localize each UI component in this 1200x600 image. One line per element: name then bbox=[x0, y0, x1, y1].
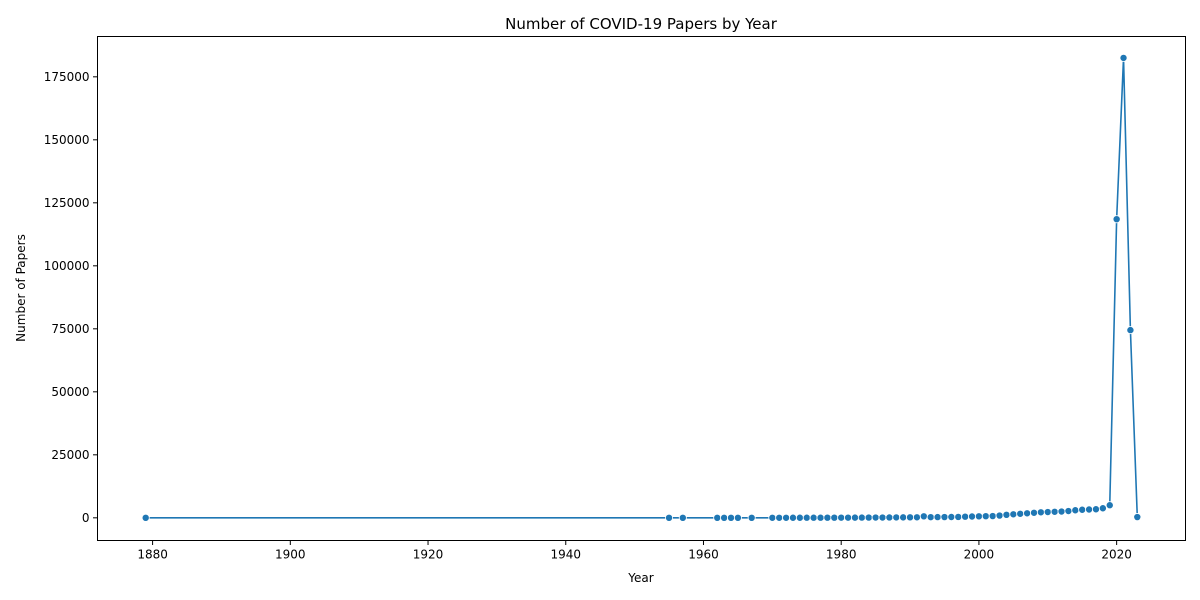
data-point bbox=[1036, 508, 1045, 517]
x-axis-label: Year bbox=[627, 571, 653, 585]
data-point bbox=[899, 513, 908, 522]
data-point bbox=[768, 513, 777, 522]
data-point bbox=[1057, 507, 1066, 516]
x-tick-label: 1900 bbox=[275, 548, 306, 562]
x-axis: 1880 1900 1920 1940 1960 1980 2000 2020 bbox=[137, 540, 1132, 562]
data-point bbox=[1016, 509, 1025, 518]
data-point bbox=[1098, 504, 1107, 513]
data-point bbox=[954, 512, 963, 521]
data-point bbox=[1105, 501, 1114, 510]
y-tick-label: 50000 bbox=[51, 385, 89, 399]
data-point bbox=[141, 513, 150, 522]
series-group bbox=[141, 53, 1142, 522]
x-tick-label: 1920 bbox=[413, 548, 444, 562]
plot-area bbox=[97, 36, 1186, 541]
data-point bbox=[1043, 508, 1052, 517]
axes-frame bbox=[97, 36, 1186, 541]
data-point bbox=[968, 512, 977, 521]
data-point bbox=[981, 512, 990, 521]
x-tick-label: 1880 bbox=[137, 548, 168, 562]
data-point bbox=[720, 513, 729, 522]
data-point bbox=[912, 513, 921, 522]
y-tick-label: 75000 bbox=[51, 322, 89, 336]
data-point bbox=[844, 513, 853, 522]
x-tick-label: 1980 bbox=[826, 548, 857, 562]
data-point bbox=[733, 513, 742, 522]
data-point bbox=[1071, 506, 1080, 515]
series-line bbox=[145, 57, 1139, 519]
data-point bbox=[885, 513, 894, 522]
data-point bbox=[871, 513, 880, 522]
data-point bbox=[878, 513, 887, 522]
data-point bbox=[727, 513, 736, 522]
data-point bbox=[1091, 505, 1100, 514]
data-point bbox=[837, 513, 846, 522]
data-point bbox=[974, 512, 983, 521]
data-point bbox=[678, 513, 687, 522]
data-point bbox=[802, 513, 811, 522]
data-point bbox=[809, 513, 818, 522]
data-point bbox=[1002, 510, 1011, 519]
x-tick-label: 1960 bbox=[688, 548, 719, 562]
data-point bbox=[926, 513, 935, 522]
data-point bbox=[1023, 509, 1032, 518]
data-point bbox=[940, 513, 949, 522]
data-point bbox=[665, 513, 674, 522]
data-point bbox=[864, 513, 873, 522]
data-point bbox=[1050, 507, 1059, 516]
y-tick-label: 150000 bbox=[44, 133, 90, 147]
data-point bbox=[933, 513, 942, 522]
data-point bbox=[906, 513, 915, 522]
data-point bbox=[1085, 505, 1094, 514]
y-axis-label: Number of Papers bbox=[14, 234, 28, 342]
data-point bbox=[988, 512, 997, 521]
data-point bbox=[795, 513, 804, 522]
y-tick-label: 125000 bbox=[44, 196, 90, 210]
data-point bbox=[995, 511, 1004, 520]
chart-title: Number of COVID-19 Papers by Year bbox=[505, 15, 778, 33]
data-point bbox=[919, 512, 928, 521]
data-point bbox=[823, 513, 832, 522]
data-point bbox=[1119, 53, 1128, 62]
data-point bbox=[788, 513, 797, 522]
data-point bbox=[1064, 507, 1073, 516]
y-tick-label: 25000 bbox=[51, 448, 89, 462]
data-point bbox=[830, 513, 839, 522]
data-point bbox=[961, 512, 970, 521]
data-point bbox=[892, 513, 901, 522]
data-point bbox=[747, 513, 756, 522]
x-tick-label: 2020 bbox=[1101, 548, 1132, 562]
data-point bbox=[850, 513, 859, 522]
data-point bbox=[857, 513, 866, 522]
data-point bbox=[713, 513, 722, 522]
data-point bbox=[1112, 215, 1121, 224]
data-point bbox=[1030, 508, 1039, 517]
y-tick-label: 0 bbox=[82, 511, 90, 525]
data-point bbox=[947, 513, 956, 522]
data-point bbox=[1009, 510, 1018, 519]
y-axis: 0 25000 50000 75000 100000 125000 150000 175000 bbox=[44, 70, 98, 525]
x-tick-label: 1940 bbox=[550, 548, 581, 562]
data-point bbox=[1078, 505, 1087, 514]
data-point bbox=[1133, 513, 1142, 522]
x-tick-label: 2000 bbox=[964, 548, 995, 562]
data-point bbox=[816, 513, 825, 522]
y-tick-label: 100000 bbox=[44, 259, 90, 273]
data-point bbox=[1126, 326, 1135, 335]
y-tick-label: 175000 bbox=[44, 70, 90, 84]
data-point bbox=[782, 513, 791, 522]
data-point bbox=[775, 513, 784, 522]
